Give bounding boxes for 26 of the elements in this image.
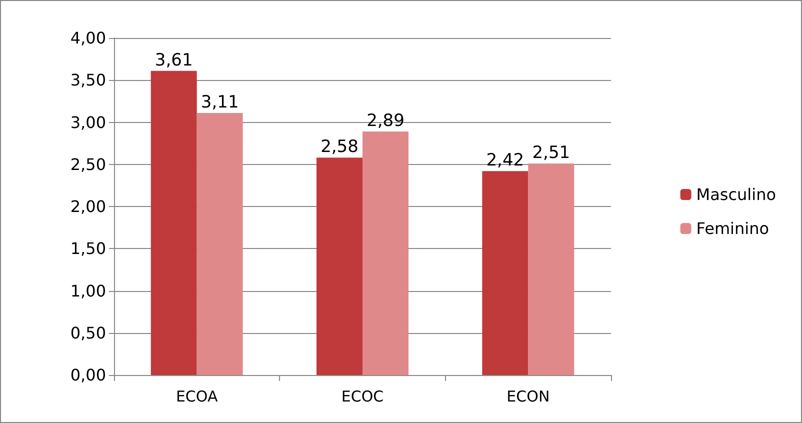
y-tick-label: 2,00 [70, 197, 106, 216]
y-tick-label: 3,00 [70, 112, 106, 132]
bar [150, 70, 197, 375]
y-tick-label: 1,00 [70, 281, 106, 300]
x-tick-label: ECOA [176, 388, 218, 406]
y-tick-label: 0,00 [70, 366, 106, 384]
bar [316, 158, 362, 375]
legend-label: Masculino [696, 185, 776, 204]
y-tick-label: 3,50 [70, 70, 106, 90]
legend-label: Feminino [696, 219, 770, 238]
data-label: 2,42 [486, 150, 524, 171]
bar [196, 112, 243, 375]
data-label: 3,61 [154, 50, 193, 70]
x-tick-label: ECOC [341, 388, 384, 406]
bar [482, 171, 528, 375]
y-tick-label: 4,00 [70, 28, 106, 48]
y-tick-label: 1,50 [70, 239, 106, 258]
y-tick-label: 2,50 [70, 154, 106, 174]
data-label: 3,11 [200, 92, 239, 112]
data-label: 2,89 [366, 111, 404, 132]
bar [362, 132, 408, 375]
bar [528, 164, 574, 375]
data-label: 2,58 [320, 137, 358, 158]
data-label: 2,51 [532, 143, 570, 164]
x-tick-label: ECON [506, 388, 550, 406]
y-tick-label: 0,50 [70, 323, 106, 342]
